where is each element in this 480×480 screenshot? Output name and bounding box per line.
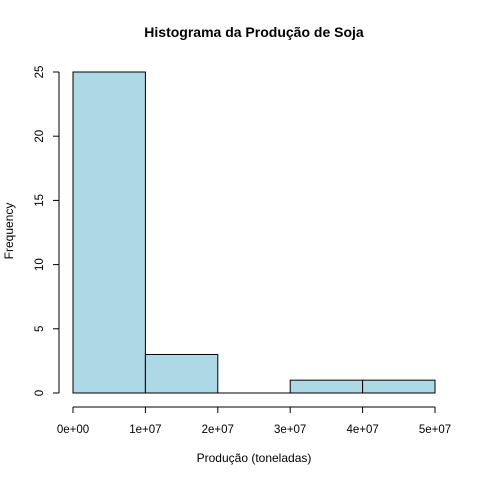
x-tick-label: 0e+00	[57, 424, 89, 436]
bars-group	[73, 72, 435, 393]
chart-title: Histograma da Produção de Soja	[144, 24, 364, 40]
x-tick-label: 3e+07	[274, 424, 306, 436]
histogram-bar	[145, 354, 217, 393]
y-tick-label: 0	[34, 390, 46, 396]
y-tick-label: 5	[34, 326, 46, 332]
y-tick-label: 15	[34, 194, 46, 207]
y-tick-label: 10	[34, 258, 46, 271]
histogram-bar	[363, 380, 435, 393]
x-tick-label: 5e+07	[419, 424, 451, 436]
histogram-bar	[73, 72, 145, 393]
y-tick-label: 25	[34, 66, 46, 79]
y-tick-label: 20	[34, 130, 46, 143]
x-tick-label: 2e+07	[202, 424, 234, 436]
x-tick-label: 4e+07	[346, 424, 378, 436]
x-tick-label: 1e+07	[129, 424, 161, 436]
histogram-bar	[290, 380, 362, 393]
x-axis-label: Produção (toneladas)	[197, 451, 312, 465]
y-axis-label: Frequency	[2, 203, 16, 260]
x-axis: 0e+00 1e+07 2e+07 3e+07 4e+07 5e+07	[57, 407, 451, 436]
y-axis: 0 5 10 15 20 25	[34, 66, 59, 397]
